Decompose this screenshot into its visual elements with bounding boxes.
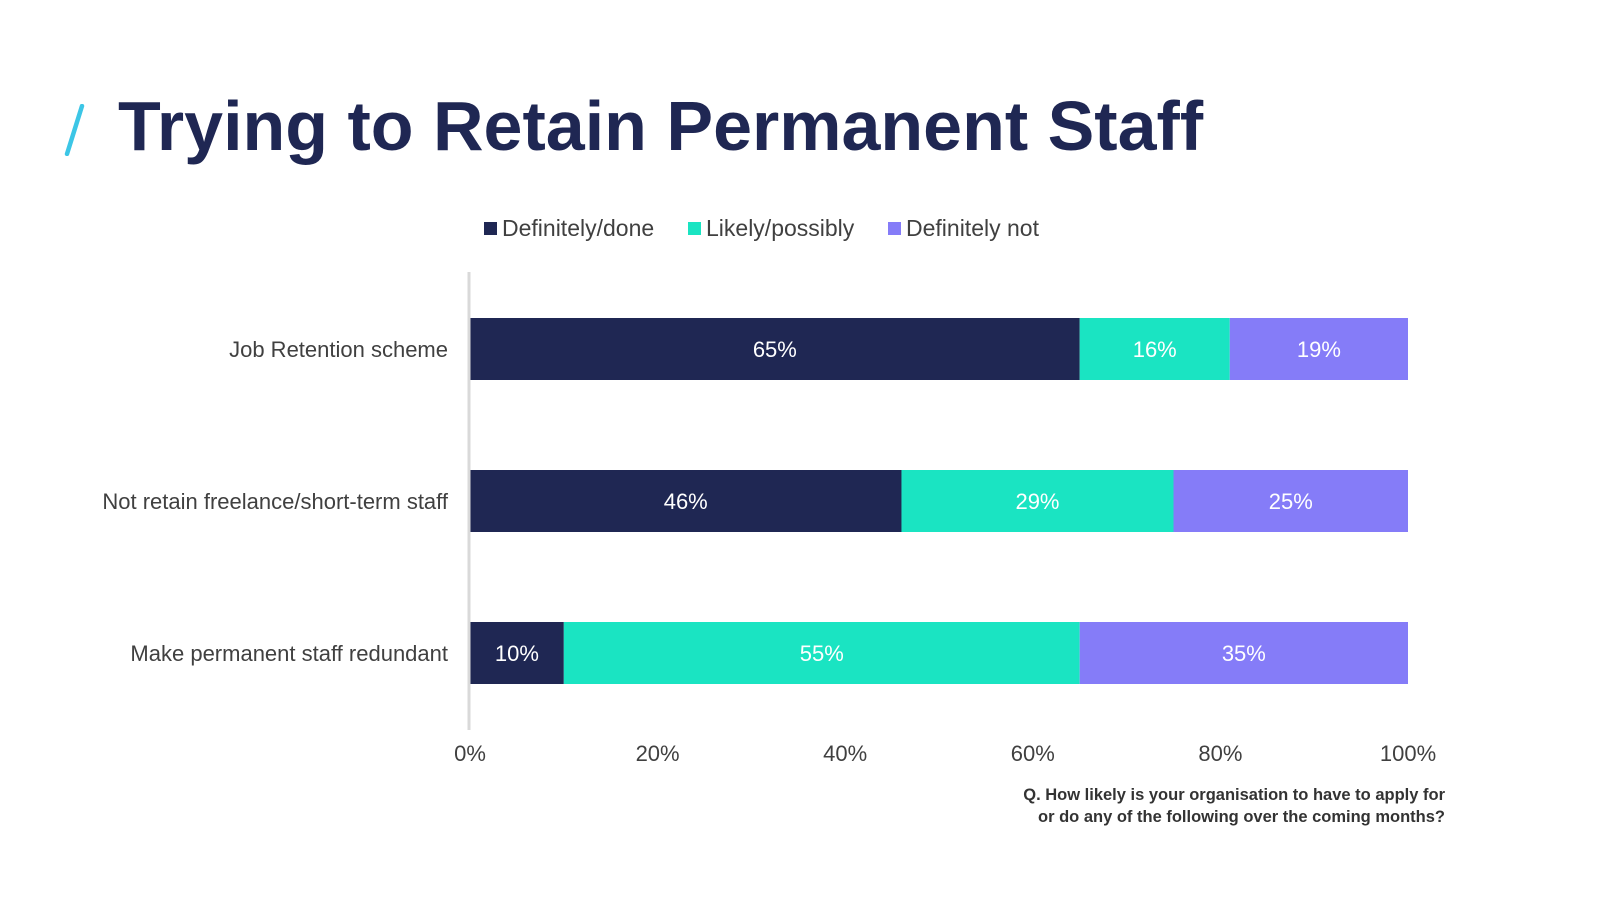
legend-label-definitely-done: Definitely/done [502, 214, 655, 241]
data-label-definitely-not-make-permanent-staff-redundant: 35% [1222, 641, 1266, 666]
x-tick-label-60: 60% [1011, 741, 1055, 766]
legend-swatch-definitely-done [484, 221, 497, 235]
x-tick-label-80: 80% [1198, 741, 1242, 766]
data-label-likely-possibly-job-retention-scheme: 16% [1133, 337, 1177, 362]
title-slash-icon [64, 104, 85, 156]
data-label-definitely-done-not-retain-freelance-short-term-staff: 46% [664, 489, 708, 514]
bar-definitely-done-make-permanent-staff-redundant [470, 622, 564, 684]
bar-definitely-done-not-retain-freelance-short-term-staff [470, 470, 902, 532]
survey-question-footnote: Q. How likely is your organisation to ha… [1023, 784, 1445, 828]
data-label-definitely-done-make-permanent-staff-redundant: 10% [495, 641, 539, 666]
bar-definitely-not-not-retain-freelance-short-term-staff [1173, 470, 1408, 532]
legend-label-likely-possibly: Likely/possibly [706, 214, 855, 241]
legend-item-definitely-not: Definitely not [888, 213, 1039, 243]
x-tick-label-20: 20% [636, 741, 680, 766]
bar-likely-possibly-not-retain-freelance-short-term-staff [901, 470, 1174, 532]
footnote-line-1: Q. How likely is your organisation to ha… [1023, 786, 1445, 804]
x-tick-label-0: 0% [454, 741, 486, 766]
legend-swatch-likely-possibly [688, 221, 701, 235]
bar-likely-possibly-make-permanent-staff-redundant [563, 622, 1080, 684]
legend-item-definitely-done: Definitely/done [484, 213, 654, 243]
x-tick-label-100: 100% [1380, 741, 1436, 766]
category-label-make-permanent-staff-redundant: Make permanent staff redundant [130, 641, 448, 666]
legend-label-definitely-not: Definitely not [906, 214, 1039, 241]
bar-definitely-done-job-retention-scheme [470, 318, 1080, 380]
data-label-likely-possibly-make-permanent-staff-redundant: 55% [800, 641, 844, 666]
x-tick-label-40: 40% [823, 741, 867, 766]
data-label-likely-possibly-not-retain-freelance-short-term-staff: 29% [1015, 489, 1059, 514]
data-label-definitely-done-job-retention-scheme: 65% [753, 337, 797, 362]
category-label-not-retain-freelance-short-term-staff: Not retain freelance/short-term staff [102, 489, 449, 514]
chart-legend: Definitely/done Likely/possibly Definite… [0, 213, 1600, 243]
bar-definitely-not-job-retention-scheme [1229, 318, 1408, 380]
data-label-definitely-not-job-retention-scheme: 19% [1297, 337, 1341, 362]
bar-likely-possibly-job-retention-scheme [1079, 318, 1230, 380]
page-title: Trying to Retain Permanent Staff [118, 87, 1204, 165]
legend-item-likely-possibly: Likely/possibly [688, 213, 854, 243]
category-label-job-retention-scheme: Job Retention scheme [229, 337, 448, 362]
bar-definitely-not-make-permanent-staff-redundant [1079, 622, 1408, 684]
data-label-definitely-not-not-retain-freelance-short-term-staff: 25% [1269, 489, 1313, 514]
footnote-line-2: or do any of the following over the comi… [1038, 808, 1445, 826]
legend-swatch-definitely-not [888, 221, 901, 235]
